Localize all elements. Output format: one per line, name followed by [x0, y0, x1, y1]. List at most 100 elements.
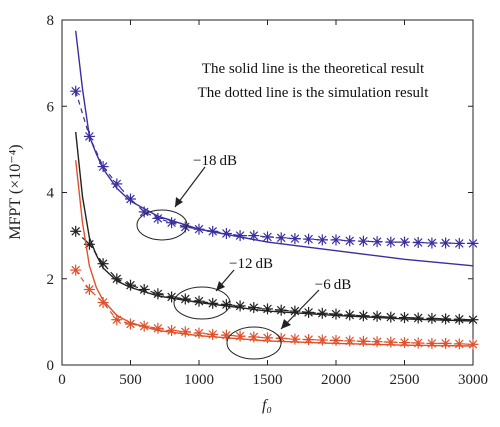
- simulation-point: [83, 130, 95, 142]
- simulation-point: [440, 313, 452, 325]
- x-axis-label: f₀: [262, 397, 272, 414]
- note-theoretical: The solid line is the theoretical result: [202, 61, 425, 77]
- simulation-point: [125, 279, 136, 291]
- simulation-point: [399, 236, 410, 248]
- simulation-point: [385, 236, 397, 248]
- simulation-point: [357, 310, 369, 322]
- simulation-point: [207, 328, 219, 340]
- simulation-point: [453, 338, 465, 350]
- simulation-point: [344, 335, 356, 347]
- simulation-point: [97, 258, 109, 270]
- simulation-point: [316, 334, 328, 346]
- simulation-point: [357, 335, 369, 347]
- simulation-point: [166, 291, 178, 303]
- y-tick-label: 8: [47, 13, 55, 29]
- x-tick-label: 1500: [253, 372, 283, 388]
- simulation-point: [330, 308, 342, 320]
- series-0: [70, 30, 479, 267]
- annotation-arrowhead-12db: [216, 281, 225, 291]
- simulation-point: [97, 297, 109, 308]
- annotation-ellipse-18db: [136, 209, 188, 241]
- x-tick-label: 0: [58, 372, 66, 388]
- simulation-point: [262, 332, 273, 344]
- simulation-point: [248, 331, 260, 343]
- simulation-point: [316, 234, 328, 246]
- simulation-point: [193, 327, 205, 339]
- simulation-point: [262, 303, 273, 315]
- simulation-point: [152, 322, 164, 334]
- simulation-point: [125, 193, 136, 205]
- y-axis-label: MFPT (×10⁻⁴): [7, 144, 24, 239]
- simulation-point: [467, 237, 479, 249]
- y-tick-label: 6: [47, 99, 55, 115]
- x-tick-label: 500: [119, 372, 142, 388]
- annotation-label-18db: −18 dB: [193, 153, 237, 169]
- simulation-point: [399, 312, 410, 324]
- simulation-point: [83, 238, 95, 250]
- series-2: [70, 160, 479, 350]
- annotation-arrowhead-18db: [175, 197, 183, 207]
- simulation-point: [453, 313, 465, 325]
- simulation-point: [111, 314, 123, 326]
- simulation-point: [344, 235, 356, 247]
- simulation-point: [166, 217, 178, 229]
- simulation-line-1: [75, 230, 474, 321]
- simulation-point: [371, 236, 383, 248]
- simulation-point: [138, 206, 150, 218]
- annotation-label-6db: −6 dB: [315, 277, 351, 293]
- x-tick-label: 2500: [390, 372, 420, 388]
- annotation-ellipse-12db: [173, 286, 231, 320]
- simulation-point: [412, 237, 424, 248]
- series-1: [70, 132, 479, 326]
- simulation-point: [330, 334, 342, 346]
- simulation-point: [289, 233, 301, 245]
- simulation-point: [152, 212, 164, 224]
- simulation-point: [179, 293, 191, 305]
- simulation-point: [412, 337, 424, 349]
- simulation-point: [138, 320, 150, 332]
- axis-ticks: 0 500 1000 1500 2000 2500 3000 0 2 4 6 8: [47, 13, 489, 388]
- x-tick-label: 2000: [321, 372, 351, 388]
- simulation-point: [125, 318, 136, 330]
- simulation-point: [385, 336, 397, 348]
- simulation-point: [412, 312, 424, 324]
- series-layer: [70, 30, 479, 350]
- simulation-point: [234, 300, 246, 312]
- x-tick-label: 3000: [458, 372, 488, 388]
- simulation-point: [207, 225, 219, 237]
- simulation-point: [83, 284, 95, 295]
- x-tick-label: 1000: [184, 372, 214, 388]
- simulation-point: [111, 273, 123, 285]
- simulation-point: [275, 232, 287, 244]
- simulation-point: [467, 338, 479, 350]
- simulation-point: [303, 306, 315, 318]
- simulation-point: [385, 311, 397, 323]
- simulation-point: [303, 233, 315, 245]
- simulation-point: [207, 297, 219, 309]
- simulation-point: [289, 333, 301, 345]
- simulation-point: [453, 237, 465, 249]
- simulation-point: [467, 314, 479, 326]
- simulation-point: [193, 223, 205, 235]
- annotation-label-12db: −12 dB: [229, 256, 273, 272]
- annotation-ellipse-6db: [226, 326, 282, 360]
- simulation-point: [344, 309, 356, 321]
- simulation-point: [138, 284, 150, 295]
- simulation-point: [330, 234, 342, 246]
- simulation-point: [70, 85, 82, 97]
- simulation-point: [275, 304, 287, 316]
- simulation-point: [97, 161, 109, 173]
- simulation-point: [193, 295, 205, 307]
- y-tick-label: 0: [47, 358, 55, 374]
- simulation-point: [440, 237, 452, 249]
- annotation-arrowhead-6db: [281, 319, 291, 329]
- simulation-point: [70, 264, 82, 276]
- simulation-point: [166, 325, 178, 336]
- simulation-point: [426, 312, 438, 324]
- simulation-point: [152, 288, 164, 300]
- simulation-point: [234, 230, 246, 242]
- simulation-point: [371, 336, 383, 348]
- y-tick-label: 4: [47, 186, 55, 202]
- simulation-point: [357, 235, 369, 247]
